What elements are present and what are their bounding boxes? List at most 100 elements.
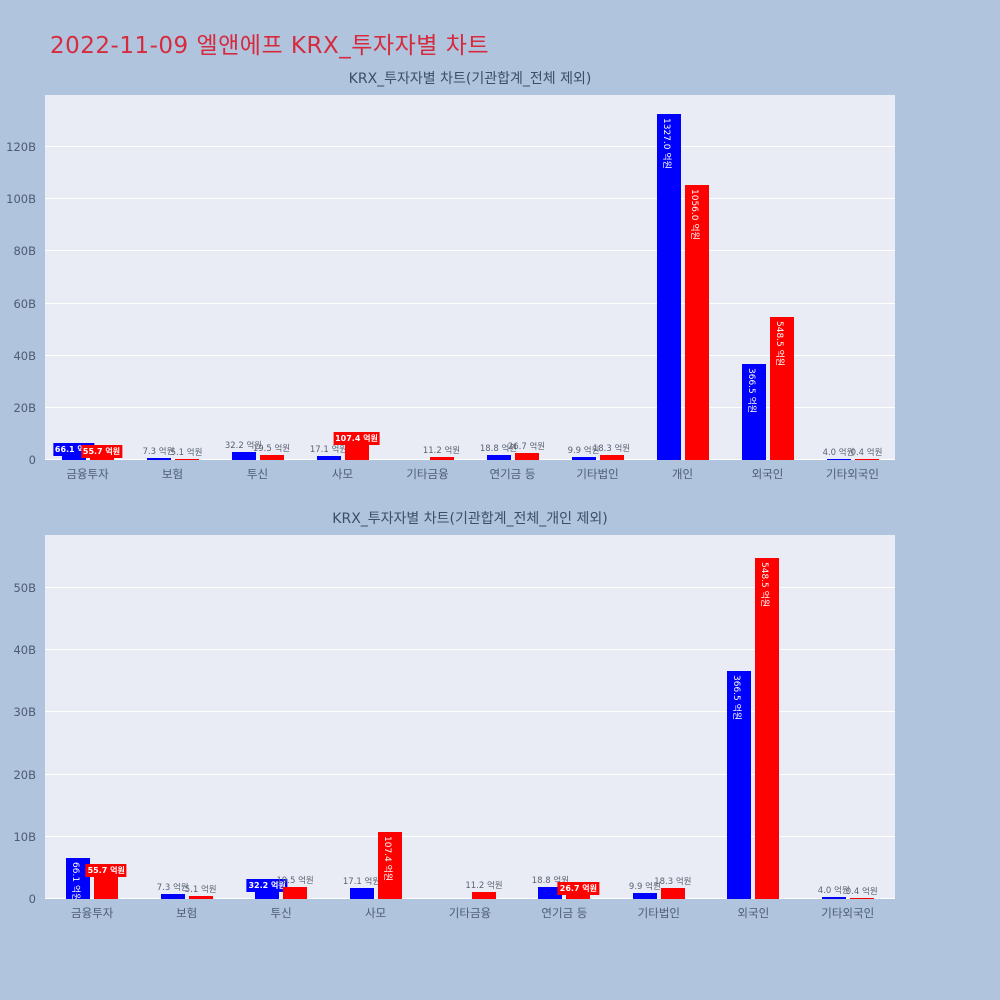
gridline [45, 146, 895, 148]
x-axis: 금융투자 보험 투신 사모 기타금융 연기금 등 기타법인 개인 외국인 기타외국인 [45, 466, 895, 482]
x-axis-category-label: 개인 [671, 467, 694, 481]
gridline [45, 250, 895, 252]
bar-value-label: 107.4 억원 [381, 836, 392, 882]
bar-value-label: 0.4 억원 [845, 887, 878, 897]
bar-red: 5.1 억원 [185, 885, 217, 899]
x-axis-category-label: 금융투자 [71, 906, 114, 920]
bar-value-label: 11.2 억원 [465, 881, 503, 892]
bar-value-label: 7.3 억원 [156, 883, 189, 894]
y-axis-tick-label: 120B [6, 140, 36, 155]
bar-value-label: 66.1 억원 [70, 861, 81, 899]
x-axis-category-label: 기타외국인 [826, 467, 879, 481]
bar-value-label: 366.5 억원 [731, 674, 742, 721]
bar-red: 26.7 억원 [508, 442, 545, 460]
bars-layer: 66.1 억원 55.7 억원 7.3 억원 5.1 억원 32.2 억원 19.5 억원… [45, 535, 895, 899]
x-axis-category-label: 사모 [364, 906, 387, 920]
gridline [45, 835, 895, 837]
x-axis-category-label: 기타금융 [448, 906, 492, 920]
bar-value-label: 18.8 억원 [531, 876, 570, 887]
chart-1: KRX_투자자별 차트(기관합계_전체 제외) 0 20B 40B 60B 80B 100B… [6, 70, 895, 482]
bar-red: 19.5 억원 [276, 876, 314, 899]
bar-value-label: 0.4 억원 [850, 448, 883, 458]
bar-red: 55.7 억원 [85, 864, 127, 899]
bar-blue: 366.5 억원 [741, 364, 766, 460]
bar-blue: 18.8 억원 [532, 876, 569, 899]
bar-value-label: 17.1 억원 [342, 877, 381, 888]
bar-blue: 7.3 억원 [143, 447, 174, 460]
bar-blue: 17.1 억원 [310, 445, 347, 460]
x-axis-category-label: 금융투자 [66, 467, 109, 481]
bar-blue: 1327.0 억원 [656, 114, 681, 460]
x-axis: 금융투자 보험 투신 사모 기타금융 연기금 등 기타법인 외국인 기타외국인 [45, 905, 895, 921]
bar-blue: 32.2 억원 [246, 878, 288, 899]
y-axis-tick-label: 60B [13, 296, 36, 311]
bar-red: 26.7 억원 [557, 882, 600, 899]
gridline [45, 406, 895, 408]
y-axis-tick-label: 10B [13, 829, 36, 844]
category-slot: 11.2 억원 [423, 535, 517, 899]
chart-title: KRX_투자자별 차트(기관합계_전체_개인 제외) [332, 511, 608, 527]
bar-red: 1056.0 억원 [684, 184, 709, 460]
bar-value-label: 26.7 억원 [557, 882, 600, 896]
y-axis-tick-label: 100B [6, 192, 36, 207]
x-axis-category-label: 기타법인 [637, 906, 680, 920]
category-slot: 11.2 억원 [385, 95, 470, 460]
bars-layer: 66.1 억원 55.7 억원 7.3 억원 5.1 억원 32.2 억원 19.5 억원… [45, 95, 895, 460]
bar-value-label: 1056.0 억원 [688, 188, 699, 240]
bar-red: 548.5 억원 [755, 557, 780, 899]
x-axis-category-label: 보험 [161, 467, 184, 481]
category-slot: 18.8 억원 26.7 억원 [470, 95, 555, 460]
category-slot: 17.1 억원 107.4 억원 [328, 535, 422, 899]
category-slot: 32.2 억원 19.5 억원 [215, 95, 300, 460]
bar-value-label: 18.8 억원 [479, 444, 518, 455]
bar-value-label: 19.5 억원 [276, 875, 314, 886]
y-axis-tick-label: 80B [13, 244, 36, 259]
category-slot: 18.8 억원 26.7 억원 [517, 535, 611, 899]
gridline [45, 711, 895, 713]
bar-value-label: 18.3 억원 [592, 444, 631, 455]
gridline [45, 773, 895, 775]
category-slot: 7.3 억원 5.1 억원 [130, 95, 215, 460]
bar-value-label: 18.3 억원 [654, 876, 692, 887]
bar-blue: 9.9 억원 [568, 446, 599, 460]
bar-red: 18.3 억원 [593, 444, 630, 460]
gridline [45, 354, 895, 356]
category-slot: 1327.0 억원 1056.0 억원 [640, 95, 725, 460]
x-axis-category-label: 연기금 등 [541, 906, 588, 920]
category-slot: 66.1 억원 55.7 억원 [45, 535, 139, 899]
y-axis-tick-label: 0 [28, 892, 36, 906]
y-axis-tick-label: 0 [28, 453, 36, 467]
bar-red: 55.7 억원 [80, 445, 123, 460]
x-axis-category-label: 투신 [270, 906, 292, 920]
y-axis-tick-label: 40B [13, 348, 36, 363]
gridline [45, 586, 895, 588]
bar-blue: 32.2 억원 [225, 441, 262, 460]
bar-blue: 9.9 억원 [629, 882, 661, 899]
gridline [45, 898, 895, 899]
bar-red: 11.2 억원 [423, 446, 460, 460]
x-axis-category-label: 기타금융 [406, 467, 449, 481]
bar-blue: 17.1 억원 [343, 877, 380, 899]
bar-value-label: 55.7 억원 [85, 864, 127, 878]
bar-value-label: 5.1 억원 [170, 447, 203, 458]
x-axis-category-label: 외국인 [751, 467, 784, 481]
bar-value-label: 4.0 억원 [822, 447, 855, 458]
y-axis-tick-label: 30B [13, 705, 36, 720]
category-slot: 9.9 억원 18.3 억원 [612, 535, 706, 899]
category-slot: 17.1 억원 107.4 억원 [300, 95, 385, 460]
gridline [45, 198, 895, 200]
page-title: 2022-11-09 엘앤에프 KRX_투자자별 차트 [50, 33, 490, 59]
bar-value-label: 32.2 억원 [246, 878, 288, 892]
chart-2: KRX_투자자별 차트(기관합계_전체_개인 제외) 0 10B 20B 30B 40B 5… [13, 510, 895, 921]
category-slot: 7.3 억원 5.1 억원 [139, 535, 233, 899]
bar-red: 18.3 억원 [654, 877, 691, 899]
bar-value-label: 1327.0 억원 [660, 118, 671, 169]
x-axis-category-label: 외국인 [737, 906, 770, 920]
gridline [45, 649, 895, 651]
bar-value-label: 9.9 억원 [567, 446, 600, 457]
bar-value-label: 4.0 억원 [817, 885, 850, 896]
x-axis-category-label: 연기금 등 [489, 467, 536, 481]
bar-value-label: 19.5 억원 [252, 443, 291, 454]
bar-blue: 366.5 억원 [727, 670, 752, 899]
